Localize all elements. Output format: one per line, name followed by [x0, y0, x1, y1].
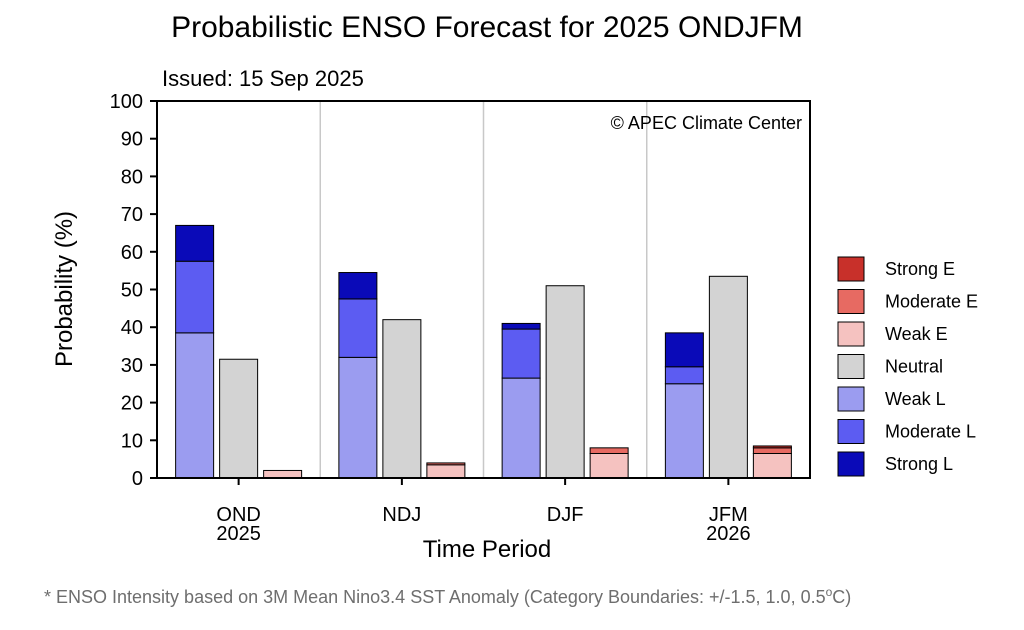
y-tick-label: 60 — [121, 242, 143, 264]
bar-moderate-e — [589, 447, 629, 454]
bar-moderate-e — [426, 462, 466, 466]
y-axis-ticks: 0 10 20 30 40 50 60 70 80 90 100 — [110, 91, 157, 490]
bar-weak-e — [426, 464, 466, 479]
y-tick-label: 40 — [121, 317, 143, 339]
period-separators — [319, 101, 648, 478]
legend-swatch-neutral — [837, 354, 865, 379]
bar-moderate-l — [501, 328, 541, 379]
x-tick-label: OND — [216, 504, 260, 526]
legend-swatch-moderate-e — [837, 289, 865, 314]
bar-weak-l — [664, 383, 704, 479]
legend-swatch-strong-e — [837, 256, 865, 282]
footnote-degree: o — [825, 585, 833, 599]
legend-swatch-weak-l — [837, 386, 865, 412]
footnote-text: * ENSO Intensity based on 3M Mean Nino3.… — [44, 587, 826, 607]
legend-label-strong-e: Strong E — [885, 259, 955, 279]
bar-neutral — [708, 275, 748, 479]
legend: Strong E Moderate E Weak E Neutral Weak L Mod… — [837, 256, 978, 477]
bar-strong-e — [752, 445, 792, 449]
x-tick-label: JFM — [709, 504, 748, 526]
bar-moderate-l — [338, 298, 378, 358]
x-tick-label: DJF — [547, 504, 584, 526]
x-tick-year: 2026 — [706, 523, 751, 545]
y-tick-label: 80 — [121, 166, 143, 188]
bar-weak-l — [501, 377, 541, 479]
y-tick-label: 50 — [121, 280, 143, 302]
bar-weak-e — [752, 452, 792, 479]
bar-strong-l — [501, 322, 541, 330]
footnote-unit: C) — [832, 587, 852, 607]
x-axis-label: Time Period — [423, 536, 551, 563]
y-tick-label: 70 — [121, 204, 143, 226]
bar-weak-e — [589, 452, 629, 479]
legend-label-weak-e: Weak E — [885, 324, 948, 344]
chart-title: Probabilistic ENSO Forecast for 2025 OND… — [171, 11, 803, 44]
legend-label-neutral: Neutral — [885, 357, 943, 377]
credit-label: © APEC Climate Center — [611, 113, 802, 133]
bar-neutral — [382, 319, 422, 479]
x-tick-label: NDJ — [382, 504, 421, 526]
y-tick-label: 100 — [110, 91, 143, 113]
legend-label-weak-l: Weak L — [885, 389, 946, 409]
footnote: * ENSO Intensity based on 3M Mean Nino3.… — [44, 585, 851, 608]
y-tick-label: 30 — [121, 355, 143, 377]
bar-weak-e — [263, 469, 303, 479]
bar-neutral — [219, 358, 259, 479]
issued-date: Issued: 15 Sep 2025 — [162, 66, 364, 91]
legend-swatch-weak-e — [837, 321, 865, 347]
y-axis-label: Probability (%) — [51, 211, 78, 367]
y-tick-label: 0 — [132, 468, 143, 490]
bar-strong-l — [664, 332, 704, 368]
y-tick-label: 10 — [121, 430, 143, 452]
legend-swatch-moderate-l — [837, 419, 865, 444]
bar-weak-l — [175, 332, 215, 479]
bars-layer — [175, 224, 792, 479]
y-tick-label: 90 — [121, 129, 143, 151]
bar-moderate-l — [175, 260, 215, 334]
bar-strong-l — [175, 224, 215, 262]
bar-weak-l — [338, 356, 378, 479]
bar-moderate-e — [752, 447, 792, 454]
legend-label-moderate-l: Moderate L — [885, 422, 976, 442]
bar-strong-l — [338, 272, 378, 300]
bar-moderate-l — [664, 366, 704, 385]
legend-label-moderate-e: Moderate E — [885, 292, 978, 312]
bar-neutral — [545, 285, 585, 479]
legend-swatch-strong-l — [837, 451, 865, 477]
x-tick-year: 2025 — [216, 523, 261, 545]
legend-label-strong-l: Strong L — [885, 454, 953, 474]
y-tick-label: 20 — [121, 393, 143, 415]
